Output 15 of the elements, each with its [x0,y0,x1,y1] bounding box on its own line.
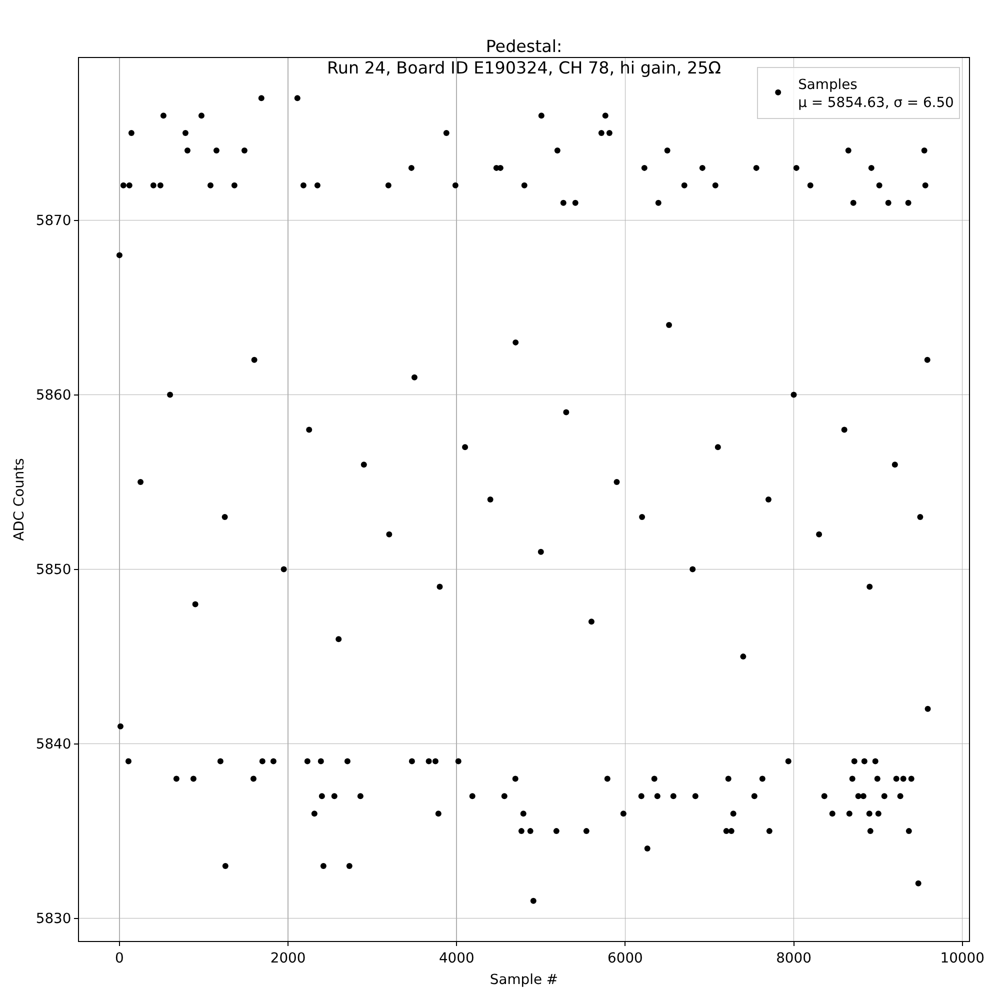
x-tick-label: 2000 [270,950,306,967]
x-tick-label: 10000 [940,950,984,967]
x-tick-label: 0 [115,950,124,967]
x-tick-label: 4000 [438,950,474,967]
y-tick-label: 5870 [36,213,72,230]
y-tick-label: 5840 [36,736,72,753]
x-tick-label: 8000 [776,950,812,967]
y-tick-label: 5850 [36,562,72,578]
chart-title: Pedestal: Run 24, Board ID E190324, CH 78, hi gain, 25Ω [327,36,722,78]
y-tick-label: 5860 [36,388,72,404]
legend-label: Samples μ = 5854.63, σ = 6.50 [798,76,954,111]
x-axis-title: Sample # [490,972,558,988]
y-tick-label: 5830 [36,911,72,928]
x-tick-label: 6000 [608,950,643,967]
y-axis-title: ADC Counts [11,458,28,541]
